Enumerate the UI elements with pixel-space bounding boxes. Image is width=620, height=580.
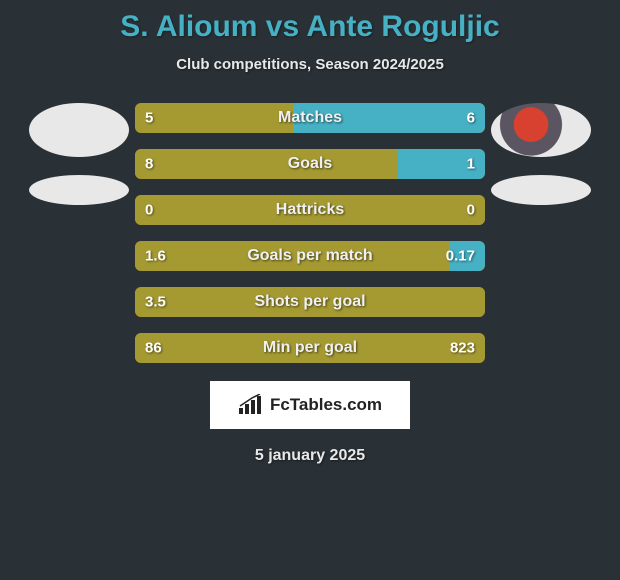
stat-label: Shots per goal: [254, 293, 365, 311]
player-right-team-logo: [491, 175, 591, 205]
stat-row: 86 Min per goal 823: [135, 333, 485, 363]
main-row: 5 Matches 6 8 Goals 1 0 Hattricks 0 1.6 Goals per …: [0, 103, 620, 363]
page-title: S. Alioum vs Ante Roguljic: [120, 10, 499, 44]
stat-value-right: 823: [450, 340, 475, 357]
footer-brand-badge: FcTables.com: [210, 381, 410, 429]
stat-label: Goals: [288, 155, 332, 173]
stat-value-right: 1: [467, 156, 475, 173]
player-right-photo: [491, 103, 591, 157]
player-left-column: [23, 103, 135, 205]
stat-value-left: 1.6: [145, 248, 166, 265]
player-left-team-logo: [29, 175, 129, 205]
stat-row: 1.6 Goals per match 0.17: [135, 241, 485, 271]
stats-bars: 5 Matches 6 8 Goals 1 0 Hattricks 0 1.6 Goals per …: [135, 103, 485, 363]
stat-value-right: 0: [467, 202, 475, 219]
stat-label: Min per goal: [263, 339, 357, 357]
stat-value-right: 0.17: [446, 248, 475, 265]
comparison-infographic: S. Alioum vs Ante Roguljic Club competit…: [0, 0, 620, 475]
player-right-column: [485, 103, 597, 205]
stat-label: Goals per match: [247, 247, 372, 265]
chart-icon: [238, 394, 264, 416]
stat-row: 5 Matches 6: [135, 103, 485, 133]
stat-label: Hattricks: [276, 201, 344, 219]
stat-row: 0 Hattricks 0: [135, 195, 485, 225]
stat-value-right: 6: [467, 110, 475, 127]
stat-value-left: 8: [145, 156, 153, 173]
stat-row: 3.5 Shots per goal: [135, 287, 485, 317]
stat-row: 8 Goals 1: [135, 149, 485, 179]
stat-value-left: 86: [145, 340, 162, 357]
stat-value-left: 0: [145, 202, 153, 219]
page-subtitle: Club competitions, Season 2024/2025: [176, 56, 444, 73]
footer-brand-text: FcTables.com: [270, 395, 382, 415]
footer-date: 5 january 2025: [255, 447, 365, 465]
stat-label: Matches: [278, 109, 342, 127]
stat-value-left: 5: [145, 110, 153, 127]
player-left-photo: [29, 103, 129, 157]
stat-value-left: 3.5: [145, 294, 166, 311]
